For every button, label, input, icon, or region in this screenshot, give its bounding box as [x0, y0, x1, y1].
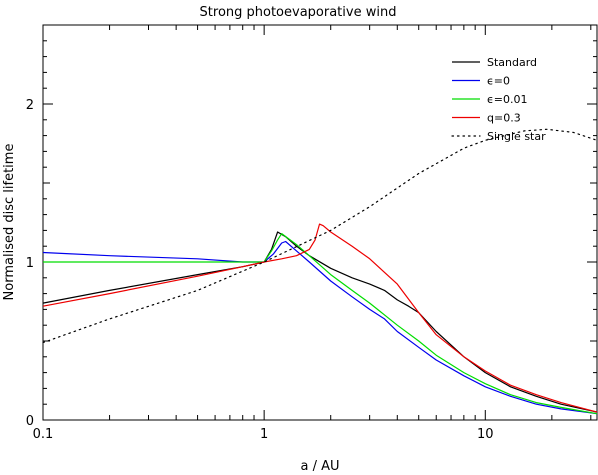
y-axis-label: Normalised disc lifetime: [2, 144, 17, 301]
x-tick-label: 10: [477, 427, 494, 442]
axis-ticks: 0.1 1 10 0 1 2: [26, 25, 597, 442]
legend-label-4: Single star: [487, 130, 546, 143]
chart-title: Strong photoevaporative wind: [200, 5, 397, 20]
legend-label-3: q=0.3: [487, 112, 521, 125]
y-tick-label: 1: [26, 256, 34, 271]
series-group: [42, 128, 598, 415]
legend-label-0: Standard: [487, 56, 537, 69]
series-line-2: [43, 233, 598, 415]
series-line-4: [42, 128, 598, 344]
legend: Standard ϵ=0 ϵ=0.01 q=0.3 Single star: [451, 56, 546, 143]
legend-label-2: ϵ=0.01: [487, 93, 527, 106]
legend-label-1: ϵ=0: [487, 75, 510, 88]
x-tick-label: 0.1: [33, 427, 54, 442]
x-tick-label: 1: [260, 427, 268, 442]
y-tick-label: 2: [26, 98, 34, 113]
series-line-0: [42, 231, 598, 413]
plot-frame: [42, 24, 598, 421]
series-line-3: [42, 223, 598, 413]
y-tick-label: 0: [26, 414, 34, 429]
x-axis-label: a / AU: [300, 459, 339, 474]
